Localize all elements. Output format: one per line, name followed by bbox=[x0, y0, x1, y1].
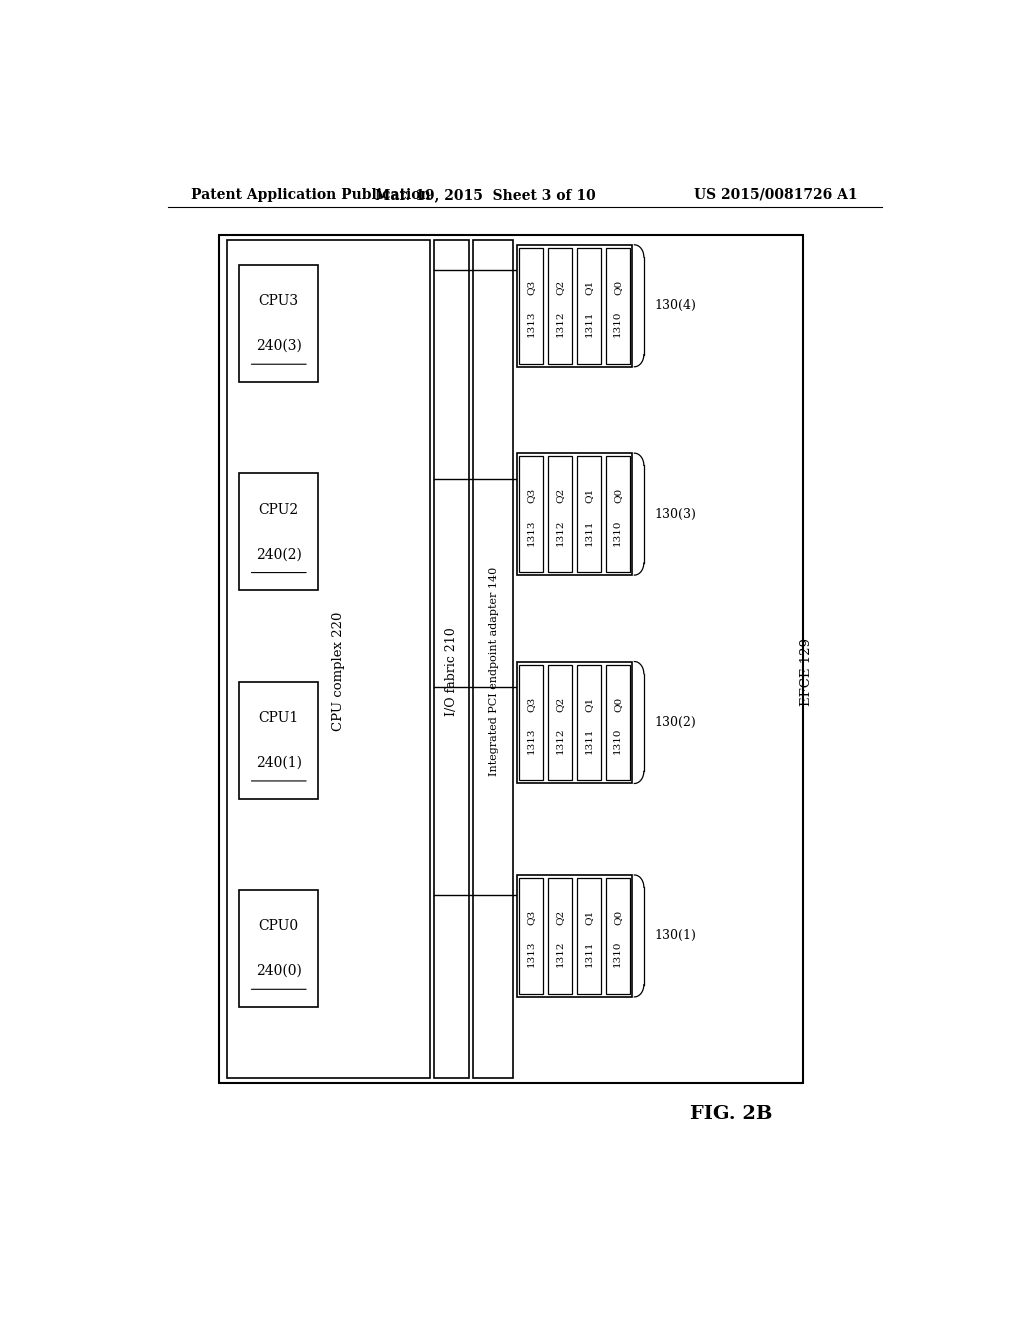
Text: 240(2): 240(2) bbox=[256, 548, 302, 561]
Bar bbox=[605, 457, 630, 572]
Text: 1311: 1311 bbox=[585, 727, 593, 754]
Text: CPU1: CPU1 bbox=[259, 711, 299, 725]
Text: 1310: 1310 bbox=[613, 519, 622, 545]
Text: EFCE 129: EFCE 129 bbox=[800, 638, 813, 706]
Text: US 2015/0081726 A1: US 2015/0081726 A1 bbox=[694, 187, 858, 202]
Text: 1313: 1313 bbox=[526, 310, 536, 338]
Text: 240(1): 240(1) bbox=[256, 755, 302, 770]
Bar bbox=[605, 664, 630, 780]
Text: 130(1): 130(1) bbox=[654, 929, 696, 942]
Text: Q0: Q0 bbox=[613, 697, 622, 711]
Bar bbox=[605, 878, 630, 994]
Bar bbox=[548, 878, 572, 994]
Text: 130(4): 130(4) bbox=[654, 300, 696, 313]
Text: I/O fabric 210: I/O fabric 210 bbox=[445, 627, 459, 715]
Text: Q1: Q1 bbox=[585, 280, 593, 296]
Bar bbox=[219, 235, 803, 1084]
Bar bbox=[517, 453, 632, 576]
Text: Q3: Q3 bbox=[526, 280, 536, 296]
Text: Q3: Q3 bbox=[526, 697, 536, 711]
Text: Q2: Q2 bbox=[555, 697, 564, 711]
Bar bbox=[548, 664, 572, 780]
Text: 1311: 1311 bbox=[585, 310, 593, 338]
Bar bbox=[548, 457, 572, 572]
Text: CPU0: CPU0 bbox=[259, 919, 299, 933]
Text: 130(3): 130(3) bbox=[654, 508, 696, 520]
Text: 1312: 1312 bbox=[555, 519, 564, 545]
Text: 1310: 1310 bbox=[613, 941, 622, 968]
Text: 1310: 1310 bbox=[613, 310, 622, 338]
Text: 1311: 1311 bbox=[585, 519, 593, 545]
Text: 130(2): 130(2) bbox=[654, 715, 696, 729]
Text: Q0: Q0 bbox=[613, 909, 622, 925]
Text: 1313: 1313 bbox=[526, 941, 536, 968]
Bar bbox=[517, 244, 632, 367]
Text: Q1: Q1 bbox=[585, 697, 593, 711]
Bar bbox=[605, 248, 630, 364]
Bar bbox=[517, 875, 632, 997]
Bar bbox=[519, 878, 544, 994]
Bar bbox=[517, 661, 632, 784]
Text: 1312: 1312 bbox=[555, 310, 564, 338]
Text: 1311: 1311 bbox=[585, 941, 593, 968]
Bar bbox=[577, 457, 601, 572]
Text: 1312: 1312 bbox=[555, 727, 564, 754]
Text: Q2: Q2 bbox=[555, 280, 564, 296]
Text: Q1: Q1 bbox=[585, 909, 593, 925]
Bar bbox=[240, 890, 318, 1007]
Bar bbox=[577, 878, 601, 994]
Text: 1312: 1312 bbox=[555, 941, 564, 968]
Bar bbox=[577, 248, 601, 364]
Text: Q2: Q2 bbox=[555, 488, 564, 503]
Bar bbox=[548, 248, 572, 364]
Text: 1310: 1310 bbox=[613, 727, 622, 754]
Text: Integrated PCI endpoint adapter 140: Integrated PCI endpoint adapter 140 bbox=[488, 568, 499, 776]
Bar bbox=[577, 664, 601, 780]
Text: 1313: 1313 bbox=[526, 727, 536, 754]
Text: Q0: Q0 bbox=[613, 280, 622, 296]
Text: 240(0): 240(0) bbox=[256, 964, 302, 978]
Text: CPU2: CPU2 bbox=[259, 503, 299, 516]
Text: Mar. 19, 2015  Sheet 3 of 10: Mar. 19, 2015 Sheet 3 of 10 bbox=[375, 187, 596, 202]
Text: 240(3): 240(3) bbox=[256, 339, 302, 352]
Text: FIG. 2B: FIG. 2B bbox=[690, 1105, 772, 1123]
Bar bbox=[240, 682, 318, 799]
Bar bbox=[519, 248, 544, 364]
Text: 1313: 1313 bbox=[526, 519, 536, 545]
Text: Q3: Q3 bbox=[526, 488, 536, 503]
Text: CPU3: CPU3 bbox=[259, 294, 299, 308]
Bar bbox=[240, 474, 318, 590]
Text: Q1: Q1 bbox=[585, 488, 593, 503]
Text: Q3: Q3 bbox=[526, 909, 536, 925]
Bar bbox=[433, 240, 469, 1078]
Bar bbox=[473, 240, 513, 1078]
Text: Q0: Q0 bbox=[613, 488, 622, 503]
Bar bbox=[227, 240, 430, 1078]
Bar bbox=[519, 457, 544, 572]
Text: CPU complex 220: CPU complex 220 bbox=[332, 612, 345, 731]
Bar bbox=[240, 265, 318, 381]
Text: Patent Application Publication: Patent Application Publication bbox=[191, 187, 431, 202]
Text: Q2: Q2 bbox=[555, 909, 564, 925]
Bar bbox=[519, 664, 544, 780]
